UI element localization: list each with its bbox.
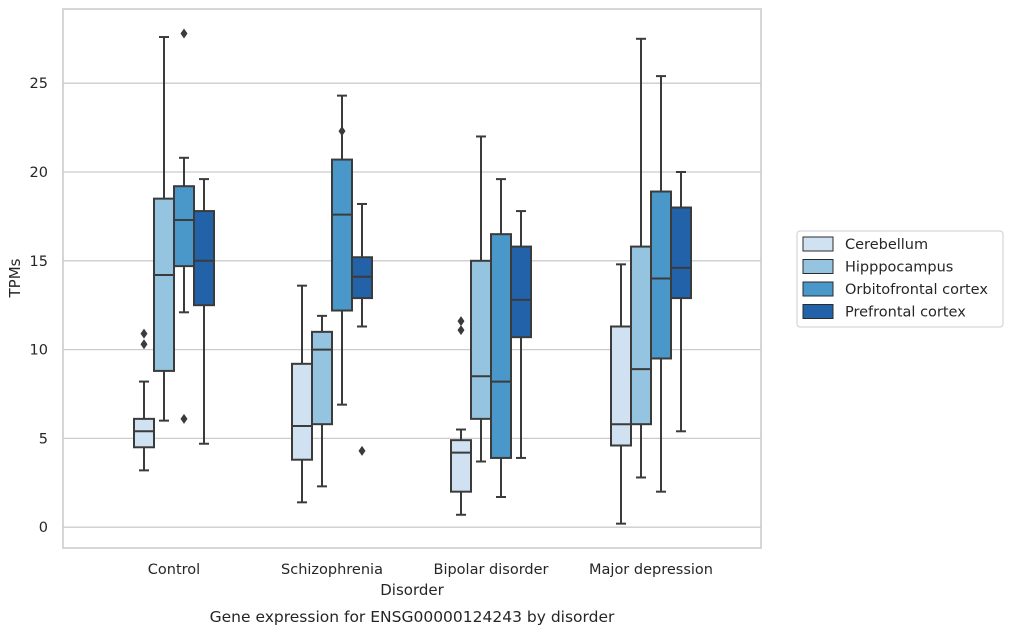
box-cerebellum [450,316,472,516]
box-hipppocampus [311,314,333,488]
legend-label: Cerebellum [845,237,928,253]
x-tick-label: Major depression [589,562,713,578]
box-iqr [650,190,672,360]
box-iqr [331,158,353,312]
box-orbitofrontal-cortex [173,28,195,424]
outlier-point [457,316,465,327]
plot-frame [62,8,762,549]
box-iqr [153,197,175,372]
x-tick-label: Bipolar disorder [434,562,549,578]
box-orbitofrontal-cortex [331,94,353,406]
y-tick-label: 15 [30,254,48,270]
legend-label: Orbitofrontal cortex [845,282,988,298]
box-iqr [510,245,532,339]
box-orbitofrontal-cortex [490,178,512,499]
outlier-point [338,126,346,137]
box-iqr [311,330,333,426]
box-hipppocampus [470,135,492,463]
y-tick-label: 25 [30,76,48,92]
legend-label: Prefrontal cortex [845,305,966,321]
y-tick-label: 0 [39,520,48,536]
legend-frame [796,230,1004,328]
box-plot-boxes [133,28,692,525]
box-cerebellum [133,328,155,472]
x-axis-label: Disorder [380,581,444,599]
box-hipppocampus [153,36,175,422]
y-tick-label: 5 [39,431,48,447]
outlier-point [180,413,188,424]
legend-swatch [802,236,834,252]
legend-swatch [802,259,834,274]
legend-label: Hipppocampus [845,260,953,276]
box-orbitofrontal-cortex [650,75,672,493]
box-iqr [291,362,313,461]
box-prefrontal-cortex [670,171,692,433]
legend-swatch [802,281,834,297]
outlier-point [457,325,465,336]
y-axis-label: TPMs [6,258,24,298]
legend: Cerebellum Hipppocampus Orbitofrontal cort… [796,230,1004,328]
outlier-point [180,28,188,39]
y-tick-label: 20 [30,165,48,181]
box-iqr [193,210,215,307]
box-prefrontal-cortex [193,178,215,445]
outlier-point [358,445,366,456]
y-tick-label: 10 [30,343,48,359]
outlier-point [140,339,148,350]
box-iqr [670,206,692,300]
box-prefrontal-cortex [510,210,532,459]
box-iqr [610,325,632,447]
x-tick-label: Schizophrenia [281,562,383,578]
outlier-point [140,328,148,339]
x-axis-ticks: Control Schizophrenia Bipolar disorder Majo… [148,562,713,578]
legend-swatch [802,304,834,319]
box-iqr [490,233,512,459]
x-tick-label: Control [148,562,200,578]
box-iqr [470,259,492,420]
box-prefrontal-cortex [351,202,373,456]
box-iqr [450,439,472,493]
box-iqr [630,245,652,426]
chart-caption: Gene expression for ENSG00000124243 by d… [210,608,615,626]
box-iqr [173,185,195,268]
box-iqr [133,417,155,449]
y-axis-ticks: 0 5 10 15 20 25 [30,76,48,536]
